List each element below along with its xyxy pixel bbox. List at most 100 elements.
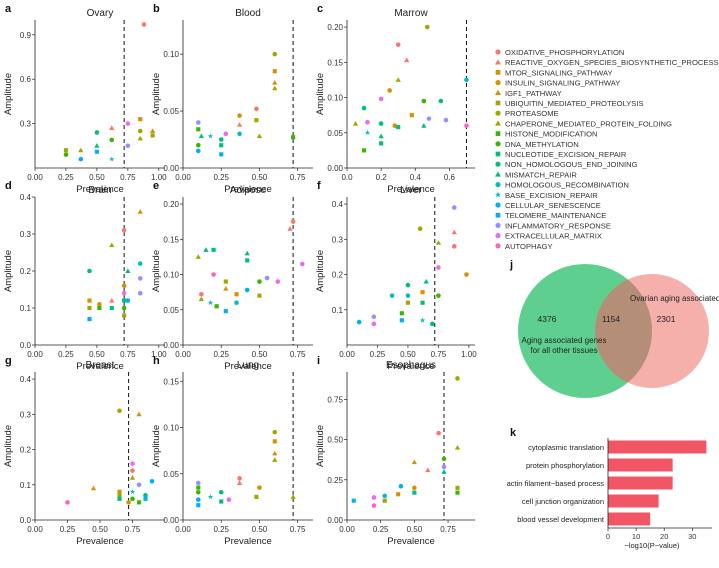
data-point bbox=[244, 287, 250, 293]
data-point bbox=[109, 125, 115, 131]
y-tick-label: 0.4 bbox=[20, 375, 32, 384]
data-point bbox=[399, 311, 404, 316]
y-axis-label: Amplitude bbox=[3, 73, 14, 115]
y-tick-label: 0.0 bbox=[20, 341, 32, 350]
legend-label: HOMOLOGOUS_RECOMBINATION bbox=[505, 181, 629, 190]
legend-entry: OXIDATIVE_PHOSPHORYLATION bbox=[495, 48, 624, 57]
data-point bbox=[382, 498, 387, 503]
data-point bbox=[234, 300, 239, 306]
legend-entry: NUCLEOTIDE_EXCISION_REPAIR bbox=[495, 150, 627, 159]
x-tick-label: 0.25 bbox=[58, 173, 74, 182]
y-tick-label: 0.00 bbox=[163, 164, 179, 173]
data-point bbox=[464, 272, 469, 277]
venn-overlap bbox=[595, 274, 652, 388]
legend-label: MISMATCH_REPAIR bbox=[505, 170, 577, 179]
data-point bbox=[426, 116, 432, 121]
data-point bbox=[109, 305, 114, 311]
data-point bbox=[78, 147, 84, 153]
data-point bbox=[137, 135, 143, 141]
data-point bbox=[195, 480, 201, 486]
x-tick-label: 0.75 bbox=[431, 350, 447, 359]
y-tick-label: 0.05 bbox=[163, 470, 179, 479]
x-tick-label: 0.50 bbox=[92, 525, 108, 534]
data-point bbox=[195, 489, 201, 495]
data-point bbox=[371, 314, 377, 320]
legend-marker bbox=[495, 59, 501, 65]
data-point bbox=[405, 293, 411, 298]
y-tick-label: 0.05 bbox=[163, 107, 179, 116]
legend-marker bbox=[495, 212, 501, 218]
data-point bbox=[121, 283, 127, 289]
y-tick-label: 0.3 bbox=[20, 410, 32, 419]
legend-label: OXIDATIVE_PHOSPHORYLATION bbox=[505, 48, 624, 57]
data-point bbox=[371, 495, 377, 500]
data-point bbox=[254, 494, 259, 499]
data-point bbox=[455, 490, 460, 495]
data-point bbox=[211, 247, 216, 252]
data-point bbox=[125, 121, 131, 126]
bar-category-label: protein phosphorylation bbox=[526, 461, 604, 470]
data-point bbox=[364, 130, 371, 135]
data-point bbox=[438, 98, 444, 104]
panel-title: Lung bbox=[237, 360, 259, 371]
x-tick-label: 0.75 bbox=[120, 173, 136, 182]
data-point bbox=[405, 282, 411, 288]
y-tick-label: 0.75 bbox=[327, 395, 343, 404]
panel-c: c Marrow 0.0 0.2 0.4 0.6 0.00 0.05 0.10 0.15 0.20 P… bbox=[315, 3, 475, 195]
data-point bbox=[87, 305, 92, 311]
panel-i: i Esophagus 0.00 0.25 0.50 0.75 0.00 0.25 0.50 0.… bbox=[315, 355, 475, 547]
data-point bbox=[451, 244, 457, 249]
x-axis-label: Prevalence bbox=[387, 361, 435, 372]
bar-category-label: actin filament−based process bbox=[507, 479, 605, 488]
panel-letter: j bbox=[509, 259, 513, 271]
data-point bbox=[454, 444, 461, 450]
data-point bbox=[218, 137, 224, 142]
x-tick-label: 0.6 bbox=[444, 173, 456, 182]
data-point bbox=[137, 209, 143, 214]
y-tick-label: 0.10 bbox=[163, 271, 179, 280]
data-point bbox=[389, 293, 395, 298]
data-point bbox=[117, 496, 122, 501]
data-point bbox=[395, 42, 401, 47]
data-point bbox=[379, 141, 384, 146]
data-point bbox=[87, 317, 92, 322]
legend-entry: PROTEASOME bbox=[495, 109, 559, 118]
x-tick-label: 0.00 bbox=[339, 525, 355, 534]
data-point bbox=[237, 131, 242, 137]
data-point bbox=[421, 98, 427, 104]
data-point bbox=[87, 268, 92, 274]
data-point bbox=[272, 79, 278, 85]
y-tick-label: 0.15 bbox=[327, 58, 343, 67]
data-point bbox=[272, 450, 278, 456]
legend-label: INSULIN_SIGNALING_PATHWAY bbox=[505, 79, 620, 88]
data-point bbox=[272, 439, 277, 444]
data-point bbox=[122, 298, 127, 303]
legend-label: TELOMERE_MAINTENANCE bbox=[505, 211, 606, 220]
panel-title: Marrow bbox=[394, 8, 428, 19]
legend-label: EXTRACELLULAR_MATRIX bbox=[505, 232, 602, 241]
data-point bbox=[223, 131, 229, 137]
data-point bbox=[254, 106, 259, 112]
legend-label: IGF1_PATHWAY bbox=[505, 89, 562, 98]
data-point bbox=[218, 489, 224, 495]
panel-a: a Ovary 0.00 0.25 0.50 0.75 1.00 0.3 0.6 0.9 Preva… bbox=[3, 3, 167, 195]
y-tick-label: 0.25 bbox=[327, 476, 343, 485]
data-point bbox=[352, 120, 359, 126]
y-tick-label: 0.4 bbox=[332, 200, 344, 209]
legend-label: HISTONE_MODIFICATION bbox=[505, 130, 598, 139]
y-tick-label: 0.3 bbox=[20, 230, 32, 239]
legend-label: NON_HOMOLOGOUS_END_JOINING bbox=[505, 160, 638, 169]
x-tick-label: 1.00 bbox=[151, 350, 167, 359]
panel-title: Adipose bbox=[230, 185, 267, 196]
data-point bbox=[109, 137, 115, 143]
legend-entry: AUTOPHAGY bbox=[495, 242, 553, 251]
legend-marker bbox=[495, 49, 501, 55]
venn-left-label: for all other tissues bbox=[530, 346, 597, 355]
legend-marker bbox=[495, 80, 501, 86]
data-point bbox=[435, 240, 442, 245]
legend-entry: NON_HOMOLOGOUS_END_JOINING bbox=[495, 160, 638, 169]
panel-b: b Blood 0.00 0.25 0.50 0.75 0.00 0.05 0.10 Preval… bbox=[151, 3, 313, 195]
data-point bbox=[409, 113, 414, 118]
data-point bbox=[236, 480, 243, 485]
data-point bbox=[398, 483, 404, 489]
